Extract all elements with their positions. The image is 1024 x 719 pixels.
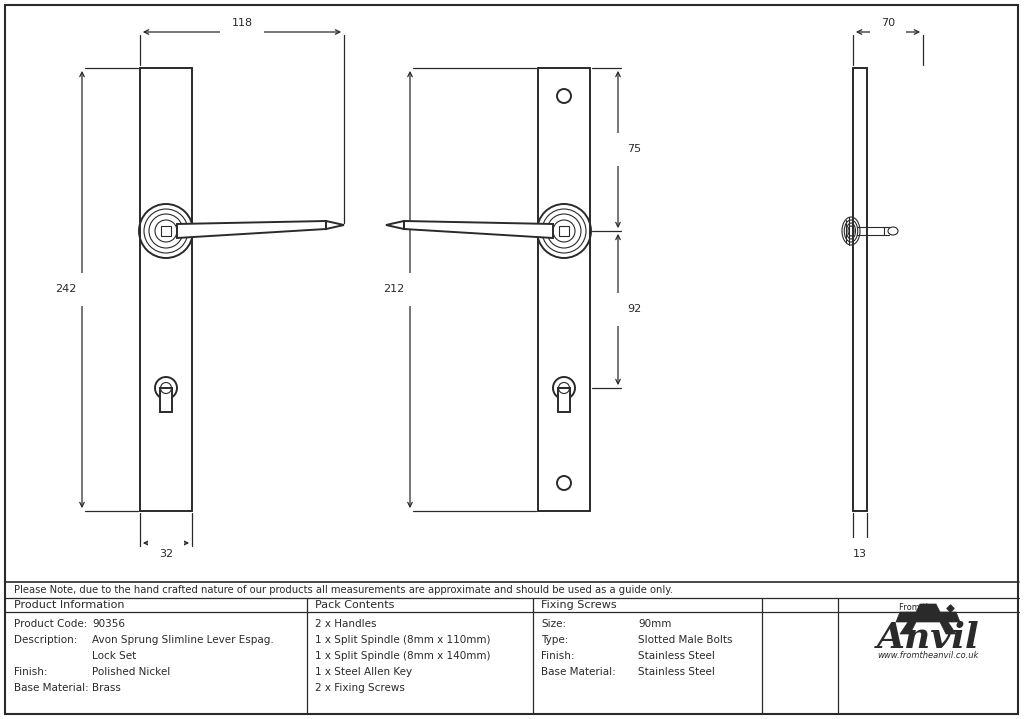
Text: Lock Set: Lock Set bbox=[92, 651, 136, 661]
Bar bbox=[160, 388, 172, 412]
Text: 2 x Handles: 2 x Handles bbox=[315, 619, 377, 629]
Text: 70: 70 bbox=[881, 18, 895, 28]
Text: 75: 75 bbox=[627, 145, 641, 155]
Ellipse shape bbox=[888, 227, 898, 235]
Text: 242: 242 bbox=[55, 285, 77, 295]
Text: 13: 13 bbox=[853, 549, 867, 559]
Text: Finish:: Finish: bbox=[14, 667, 47, 677]
Circle shape bbox=[553, 377, 575, 399]
Polygon shape bbox=[177, 221, 326, 238]
Text: Anvil: Anvil bbox=[877, 621, 979, 655]
Circle shape bbox=[557, 476, 571, 490]
Text: 92: 92 bbox=[627, 305, 641, 314]
Text: Fixing Screws: Fixing Screws bbox=[541, 600, 616, 610]
Text: Stainless Steel: Stainless Steel bbox=[638, 651, 715, 661]
Text: Please Note, due to the hand crafted nature of our products all measurements are: Please Note, due to the hand crafted nat… bbox=[14, 585, 673, 595]
Circle shape bbox=[155, 377, 177, 399]
Text: From the: From the bbox=[899, 603, 937, 613]
Text: 212: 212 bbox=[383, 285, 404, 295]
Text: 90356: 90356 bbox=[92, 619, 125, 629]
Polygon shape bbox=[326, 221, 344, 229]
Text: www.fromtheanvil.co.uk: www.fromtheanvil.co.uk bbox=[878, 651, 979, 659]
Text: Base Material:: Base Material: bbox=[541, 667, 615, 677]
Text: 2 x Fixing Screws: 2 x Fixing Screws bbox=[315, 683, 404, 693]
Text: 1 x Split Spindle (8mm x 140mm): 1 x Split Spindle (8mm x 140mm) bbox=[315, 651, 490, 661]
Text: Brass: Brass bbox=[92, 683, 121, 693]
Text: Type:: Type: bbox=[541, 635, 568, 645]
Bar bbox=[161, 226, 171, 236]
Text: Base Material:: Base Material: bbox=[14, 683, 89, 693]
Polygon shape bbox=[404, 221, 553, 238]
Polygon shape bbox=[896, 604, 961, 622]
Polygon shape bbox=[386, 221, 404, 229]
Text: Stainless Steel: Stainless Steel bbox=[638, 667, 715, 677]
Text: 118: 118 bbox=[231, 18, 253, 28]
Text: Product Code:: Product Code: bbox=[14, 619, 87, 629]
Text: 32: 32 bbox=[159, 549, 173, 559]
Text: Slotted Male Bolts: Slotted Male Bolts bbox=[638, 635, 732, 645]
Text: 1 x Split Spindle (8mm x 110mm): 1 x Split Spindle (8mm x 110mm) bbox=[315, 635, 490, 645]
Text: Avon Sprung Slimline Lever Espag.: Avon Sprung Slimline Lever Espag. bbox=[92, 635, 273, 645]
Polygon shape bbox=[900, 622, 916, 634]
Text: Product Information: Product Information bbox=[14, 600, 125, 610]
Text: 1 x Steel Allen Key: 1 x Steel Allen Key bbox=[315, 667, 412, 677]
Text: Description:: Description: bbox=[14, 635, 78, 645]
Bar bbox=[558, 388, 570, 412]
Text: Size:: Size: bbox=[541, 619, 566, 629]
Text: Finish:: Finish: bbox=[541, 651, 574, 661]
Text: Polished Nickel: Polished Nickel bbox=[92, 667, 170, 677]
Polygon shape bbox=[940, 622, 956, 634]
Circle shape bbox=[557, 89, 571, 103]
Text: Pack Contents: Pack Contents bbox=[315, 600, 394, 610]
Bar bbox=[559, 226, 569, 236]
Text: 90mm: 90mm bbox=[638, 619, 672, 629]
